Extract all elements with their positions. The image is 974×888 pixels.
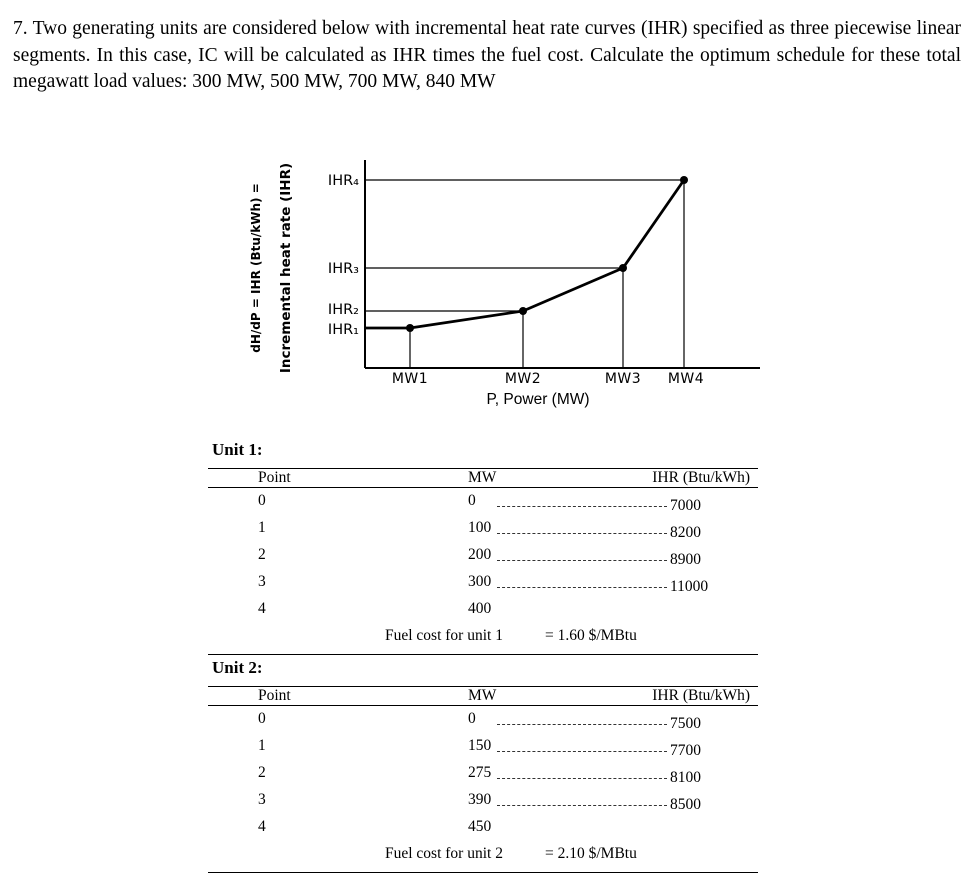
x-tick-mw4: MW4 [668,371,704,387]
unit1-section: Unit 1: Point MW IHR (Btu/kWh) 0 0 1 100… [208,440,758,658]
unit2-bottom-rule [208,872,758,873]
unit1-mw-1: 100 [468,519,492,536]
dash-leader [497,778,667,779]
table-row: 2 275 [208,759,758,786]
unit2-mw-2: 275 [468,764,492,781]
unit1-fuel-cost-value: = 1.60 $/MBtu [545,627,637,644]
unit2-top-rule [208,686,758,687]
unit2-col-header-mw: MW [468,687,497,704]
unit1-col-header-mw: MW [468,469,497,486]
unit1-mw-0: 0 [468,492,476,509]
ihr-chart-svg: dH/dP = IHR (Btu/kWh) = Incremental heat… [249,160,760,408]
table-row: 4 450 [208,813,758,840]
unit2-point-2: 2 [258,764,266,781]
unit2-title: Unit 2: [212,658,263,677]
y-tick-ihr3: IHR₃ [328,261,359,277]
unit1-title: Unit 1: [212,440,263,459]
unit1-fuel-cost-row: Fuel cost for unit 1 = 1.60 $/MBtu [208,626,758,646]
table-row: 1 150 [208,732,758,759]
unit1-top-rule [208,468,758,469]
unit2-col-header-point: Point [258,687,291,704]
y-tick-ihr2: IHR₂ [328,302,359,318]
y-axis-title: Incremental heat rate (IHR) [278,163,294,373]
unit2-ihr-seg-1: 7700 [670,742,701,759]
unit2-mw-0: 0 [468,710,476,727]
dash-leader [497,805,667,806]
dash-leader [497,506,667,507]
curve-point-mw1 [406,324,414,332]
unit1-table-header: Point MW IHR (Btu/kWh) [208,469,758,486]
unit1-col-header-point: Point [258,469,291,486]
dash-leader [497,724,667,725]
unit2-mw-3: 390 [468,791,492,808]
unit2-fuel-cost-value: = 2.10 $/MBtu [545,845,637,862]
dash-leader [497,587,667,588]
unit1-mw-3: 300 [468,573,492,590]
unit2-table-header: Point MW IHR (Btu/kWh) [208,687,758,704]
unit2-section: Unit 2: Point MW IHR (Btu/kWh) 0 0 1 150… [208,658,758,876]
x-axis-title: P, Power (MW) [486,391,589,408]
dash-leader [497,533,667,534]
unit2-point-4: 4 [258,818,266,835]
unit1-point-2: 2 [258,546,266,563]
unit2-col-header-ihr: IHR (Btu/kWh) [652,687,750,704]
unit1-header-rule [208,487,758,488]
unit2-header-rule [208,705,758,706]
x-tick-mw2: MW2 [505,371,541,387]
unit1-point-3: 3 [258,573,266,590]
unit1-point-4: 4 [258,600,266,617]
unit2-ihr-seg-0: 7500 [670,715,701,732]
table-row: 3 390 [208,786,758,813]
ihr-figure: dH/dP = IHR (Btu/kWh) = Incremental heat… [240,146,770,424]
dash-leader [497,560,667,561]
y-tick-ihr1: IHR₁ [328,322,359,338]
problem-statement: 7. Two generating units are considered b… [13,18,961,92]
ihr-curve [365,179,686,330]
unit1-mw-2: 200 [468,546,492,563]
dash-leader [497,751,667,752]
curve-point-mw4 [680,176,688,184]
unit2-fuel-cost-row: Fuel cost for unit 2 = 2.10 $/MBtu [208,844,758,864]
x-tick-mw3: MW3 [605,371,641,387]
unit1-ihr-seg-0: 7000 [670,497,701,514]
y-axis-formula-label: dH/dP = IHR (Btu/kWh) = [249,183,263,353]
unit1-point-1: 1 [258,519,266,536]
unit2-mw-1: 150 [468,737,492,754]
unit2-point-3: 3 [258,791,266,808]
table-row: 0 0 [208,487,758,514]
y-tick-ihr4: IHR₄ [328,173,359,189]
unit1-bottom-rule [208,654,758,655]
table-row: 4 400 [208,595,758,622]
unit1-ihr-seg-1: 8200 [670,524,701,541]
unit1-ihr-seg-2: 8900 [670,551,701,568]
table-row: 1 100 [208,514,758,541]
table-row: 0 0 [208,705,758,732]
unit2-ihr-seg-3: 8500 [670,796,701,813]
curve-point-mw3 [619,264,627,272]
unit2-point-1: 1 [258,737,266,754]
unit1-point-0: 0 [258,492,266,509]
unit2-mw-4: 450 [468,818,492,835]
table-row: 3 300 [208,568,758,595]
unit2-ihr-seg-2: 8100 [670,769,701,786]
unit1-col-header-ihr: IHR (Btu/kWh) [652,469,750,486]
unit2-fuel-cost-label: Fuel cost for unit 2 [385,845,503,862]
unit1-fuel-cost-label: Fuel cost for unit 1 [385,627,503,644]
curve-point-mw2 [519,307,527,315]
unit1-ihr-seg-3: 11000 [670,578,709,595]
table-row: 2 200 [208,541,758,568]
unit2-point-0: 0 [258,710,266,727]
x-tick-mw1: MW1 [392,371,428,387]
unit1-mw-4: 400 [468,600,492,617]
